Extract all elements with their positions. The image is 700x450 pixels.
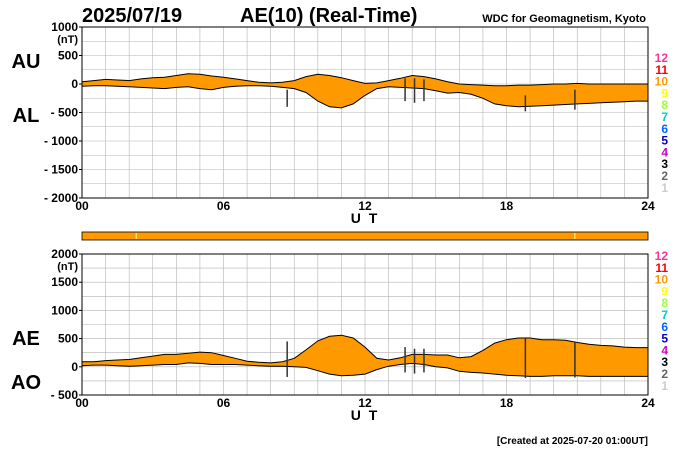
date-title: 2025/07/19 <box>82 5 182 27</box>
legend-entry: 9 <box>661 284 668 298</box>
x-tick-label: 24 <box>641 396 655 410</box>
legend-entry: 7 <box>661 110 668 124</box>
x-tick-label: 12 <box>358 396 372 410</box>
status-bar <box>81 231 649 241</box>
legend-entry: 4 <box>661 145 668 159</box>
status-bar-fill <box>81 231 649 241</box>
y-tick-label: 1000 <box>51 20 78 34</box>
legend-entry: 8 <box>661 98 668 112</box>
lower-series-line <box>81 85 648 109</box>
x-tick-label: 06 <box>217 396 231 410</box>
legend-entry: 12 <box>655 249 669 263</box>
x-tick-label: 06 <box>217 199 231 213</box>
y-tick-label: 0 <box>71 77 78 91</box>
y-tick-label: 500 <box>58 332 78 346</box>
plot-frame <box>81 253 649 396</box>
y-tick-label: - 1000 <box>44 134 78 148</box>
legend-entry: 9 <box>661 86 668 100</box>
lower-series-line <box>81 362 648 377</box>
legend-entry: 5 <box>661 134 668 148</box>
legend-entry: 3 <box>661 157 668 171</box>
legend-entry: 6 <box>661 320 668 334</box>
lower-series-label: AO <box>11 372 41 394</box>
y-tick-label: 1500 <box>51 275 78 289</box>
legend-entry: 6 <box>661 122 668 136</box>
legend-entry: 1 <box>661 181 668 195</box>
lower-series-label: AL <box>13 105 40 127</box>
x-axis-label: U T <box>351 407 380 423</box>
area-fill <box>82 335 648 377</box>
legend-entry: 12 <box>655 51 669 65</box>
y-tick-label: 0 <box>71 360 78 374</box>
legend-entry: 8 <box>661 296 668 310</box>
x-axis-label: U T <box>351 210 380 226</box>
y-tick-label: 2000 <box>51 247 78 261</box>
x-tick-label: 00 <box>75 396 89 410</box>
unit-label: (nT) <box>57 261 78 273</box>
legend-entry: 10 <box>655 273 669 287</box>
index-title: AE(10) (Real-Time) <box>240 5 417 27</box>
ae-ao-panel: 2000 1500 1000 500 0 - 500 (nT) 00 06 12 18 24 U T AE… <box>11 247 655 423</box>
created-stamp: [Created at 2025-07-20 01:00UT] <box>497 436 648 447</box>
x-tick-label: 18 <box>500 396 514 410</box>
grid <box>82 27 648 198</box>
legend-entry: 2 <box>661 169 668 183</box>
y-tick-label: - 500 <box>51 106 79 120</box>
x-tick-label: 12 <box>358 199 372 213</box>
legend-entry: 1 <box>661 379 668 393</box>
org-label: WDC for Geomagnetism, Kyoto <box>482 13 646 25</box>
legend-entry: 5 <box>661 332 668 346</box>
legend-entry: 2 <box>661 367 668 381</box>
x-tick-label: 00 <box>75 199 89 213</box>
area-fill <box>82 73 648 108</box>
upper-series-label: AE <box>12 328 40 350</box>
y-tick-label: 500 <box>58 49 78 63</box>
y-tick-label: - 1500 <box>44 163 78 177</box>
legend-entry: 11 <box>655 63 668 77</box>
y-tick-label: - 2000 <box>44 191 78 205</box>
au-al-panel: 1000 500 0 - 500 - 1000 - 1500 - 2000 (nT) 00 06 1… <box>12 20 655 226</box>
x-tick-label: 24 <box>641 199 655 213</box>
upper-series-line <box>82 334 648 364</box>
legend-entry: 3 <box>661 355 668 369</box>
y-tick-label: - 500 <box>51 388 79 402</box>
legend-entry: 4 <box>661 343 668 357</box>
y-tick-label: 1000 <box>51 303 78 317</box>
upper-series-line <box>81 73 648 87</box>
unit-label: (nT) <box>57 34 78 46</box>
upper-series-label: AU <box>12 51 41 73</box>
legend-entry: 7 <box>661 308 668 322</box>
legend-entry: 11 <box>655 261 668 275</box>
legend-entry: 10 <box>655 75 669 89</box>
grid <box>82 254 648 395</box>
x-tick-label: 18 <box>500 199 514 213</box>
